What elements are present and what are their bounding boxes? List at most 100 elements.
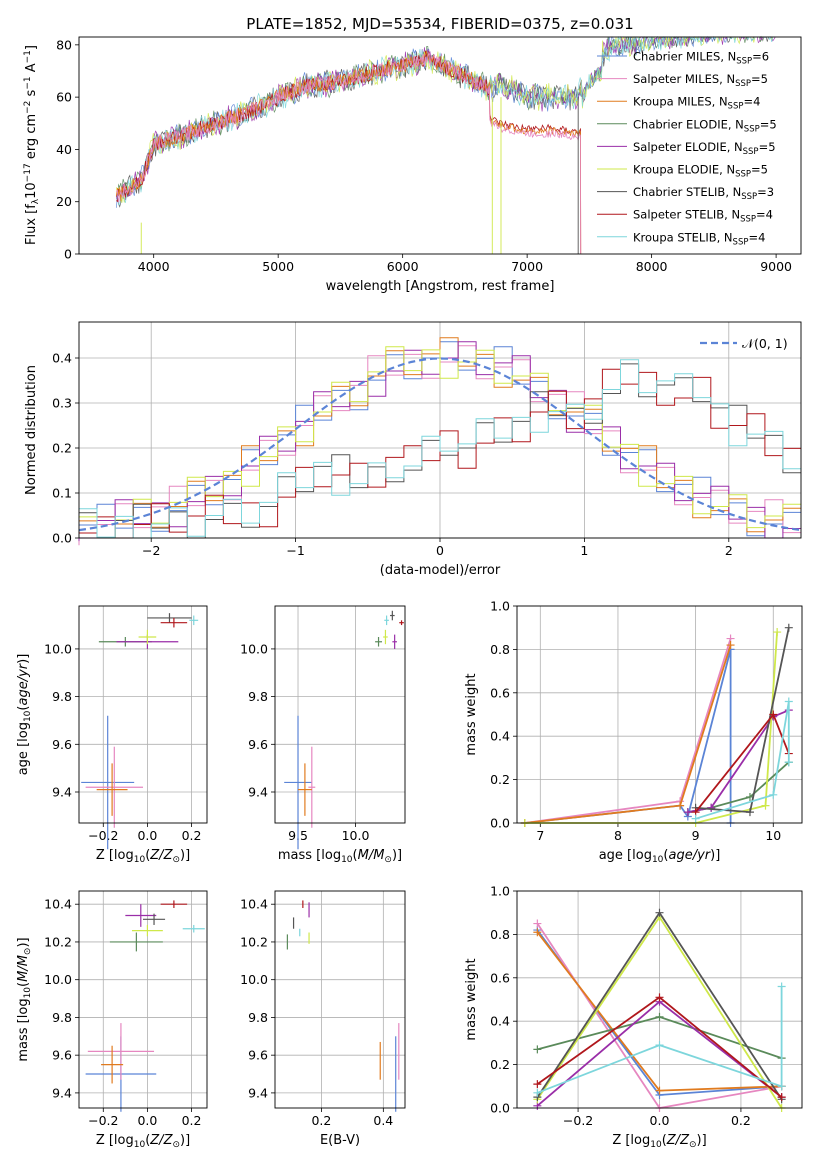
series-line-c5 xyxy=(687,709,790,813)
label-part: 10 xyxy=(23,710,33,722)
hist-c8 xyxy=(78,368,801,539)
tick-label-x: 7 xyxy=(536,828,544,843)
label-part: −1 xyxy=(23,50,33,63)
tick-label-x: 1 xyxy=(580,543,588,558)
label-part: ⊙ xyxy=(689,1140,697,1150)
legend-sub: SSP xyxy=(741,192,757,202)
series-marker xyxy=(777,982,786,991)
label-part: age [log xyxy=(16,722,31,775)
axes-frame xyxy=(78,605,208,824)
tick-label-y: 0.6 xyxy=(490,970,510,985)
tick-label-y: 80 xyxy=(56,37,72,52)
hist-c9 xyxy=(78,359,801,539)
series-line-c9 xyxy=(537,986,783,1094)
label-part: Z [log xyxy=(96,1133,134,1148)
tick-label-y: 9.8 xyxy=(52,689,72,704)
legend-tail: =4 xyxy=(756,208,773,222)
tick-label-y: 0.8 xyxy=(490,642,510,657)
legend-entry: Chabrier STELIB, NSSP=3 xyxy=(633,185,774,202)
legend-sub: SSP xyxy=(735,170,751,180)
tick-label-x: 10.0 xyxy=(342,828,370,843)
label-part: )] xyxy=(16,937,31,947)
label-part: )] xyxy=(180,848,190,863)
tick-label-x: 4000 xyxy=(138,259,170,274)
label-part: s xyxy=(24,89,39,100)
legend-tail: =6 xyxy=(752,50,769,64)
tick-label-x: 0 xyxy=(436,543,444,558)
legend-tail: =5 xyxy=(760,117,777,131)
legend-entry: Salpeter ELODIE, NSSP=5 xyxy=(633,140,776,157)
tick-label-y: 0.2 xyxy=(52,441,72,456)
label-part: )] xyxy=(180,1133,190,1148)
series-marker xyxy=(533,1045,542,1054)
tick-label-y: 9.4 xyxy=(52,785,72,800)
label-part: ( xyxy=(662,1133,667,1148)
label-part: )] xyxy=(16,654,31,664)
axes-frame xyxy=(78,890,208,1109)
legend-tail: =5 xyxy=(751,163,768,177)
tick-label-y: 0.2 xyxy=(490,1057,510,1072)
label-part: age/yr xyxy=(668,848,711,863)
hist-c6 xyxy=(78,346,801,539)
series-marker xyxy=(784,697,793,706)
label-part: Z/Z xyxy=(149,1133,173,1148)
axes-0: 4000 5000 6000 7000 8000 9000 0 20 40 60 80 xyxy=(56,37,792,274)
label-part: Flux [f xyxy=(24,204,39,245)
tick-label-y: 20 xyxy=(56,194,72,209)
label-part: λ xyxy=(31,198,41,204)
axes-frame xyxy=(274,605,406,824)
errorbars-6 xyxy=(286,900,400,1112)
series-marker xyxy=(726,641,735,650)
legend-text: Salpeter STELIB, N xyxy=(633,208,740,222)
series-marker xyxy=(676,801,685,810)
legend-tail: =4 xyxy=(748,230,765,244)
legend-text: Chabrier ELODIE, N xyxy=(633,117,744,131)
label-part: ( xyxy=(16,706,31,711)
series-marker xyxy=(655,1012,664,1021)
label-part: −17 xyxy=(23,163,33,182)
tick-label-y: 10.4 xyxy=(240,897,268,912)
label-part: 10 xyxy=(652,855,664,865)
label-part: ⊙ xyxy=(384,855,392,865)
label-part: ⊙ xyxy=(172,855,180,865)
errorbars-5 xyxy=(85,900,205,1112)
x-axis-label: wavelength [Angstrom, rest frame] xyxy=(326,279,555,294)
tick-label-x: 0.2 xyxy=(311,1113,331,1128)
label-part: Z/Z xyxy=(666,1133,690,1148)
legend-text: Salpeter MILES, N xyxy=(633,72,735,86)
axes-5: −0.2 0.0 0.2 9.4 9.6 9.8 10.0 10.2 10.4 xyxy=(44,891,207,1128)
axes-frame xyxy=(78,36,802,255)
legend-entry: Salpeter MILES, NSSP=5 xyxy=(633,72,768,89)
legend-tail: =5 xyxy=(759,140,776,154)
tick-label-x: −1 xyxy=(286,543,304,558)
tick-label-y: 0.4 xyxy=(490,1014,510,1029)
legend-text: Chabrier STELIB, N xyxy=(633,185,741,199)
lines-7 xyxy=(533,908,786,1112)
tick-label-y: 0.0 xyxy=(52,531,72,546)
legend-sub: SSP xyxy=(743,147,759,157)
series-marker xyxy=(777,1082,786,1091)
series-marker xyxy=(769,790,778,799)
tick-label-x: 6000 xyxy=(387,259,419,274)
label-part: ( xyxy=(16,982,31,987)
series-marker xyxy=(761,801,770,810)
tick-label-y: 0.0 xyxy=(490,1101,510,1116)
tick-label-x: 7000 xyxy=(511,259,543,274)
x-axis-label: (data-model)/error xyxy=(380,563,501,578)
legend-tail: =3 xyxy=(757,185,774,199)
tick-label-y: 10.0 xyxy=(240,972,268,987)
series-marker xyxy=(655,993,664,1002)
x-axis-label: E(B-V) xyxy=(320,1133,360,1148)
tick-label-x: 0.0 xyxy=(650,1113,670,1128)
tick-label-y: 9.6 xyxy=(248,1048,268,1063)
label-part: ( xyxy=(353,848,358,863)
tick-label-x: 8 xyxy=(614,828,622,843)
axes-frame xyxy=(78,321,802,539)
legend-entry: Kroupa ELODIE, NSSP=5 xyxy=(633,163,768,180)
series-marker xyxy=(533,928,542,937)
series-marker xyxy=(745,808,754,817)
tick-label-x: 9 xyxy=(692,828,700,843)
tick-label-y: 10.2 xyxy=(240,934,268,949)
y-axis-label: mass weight xyxy=(464,673,479,755)
